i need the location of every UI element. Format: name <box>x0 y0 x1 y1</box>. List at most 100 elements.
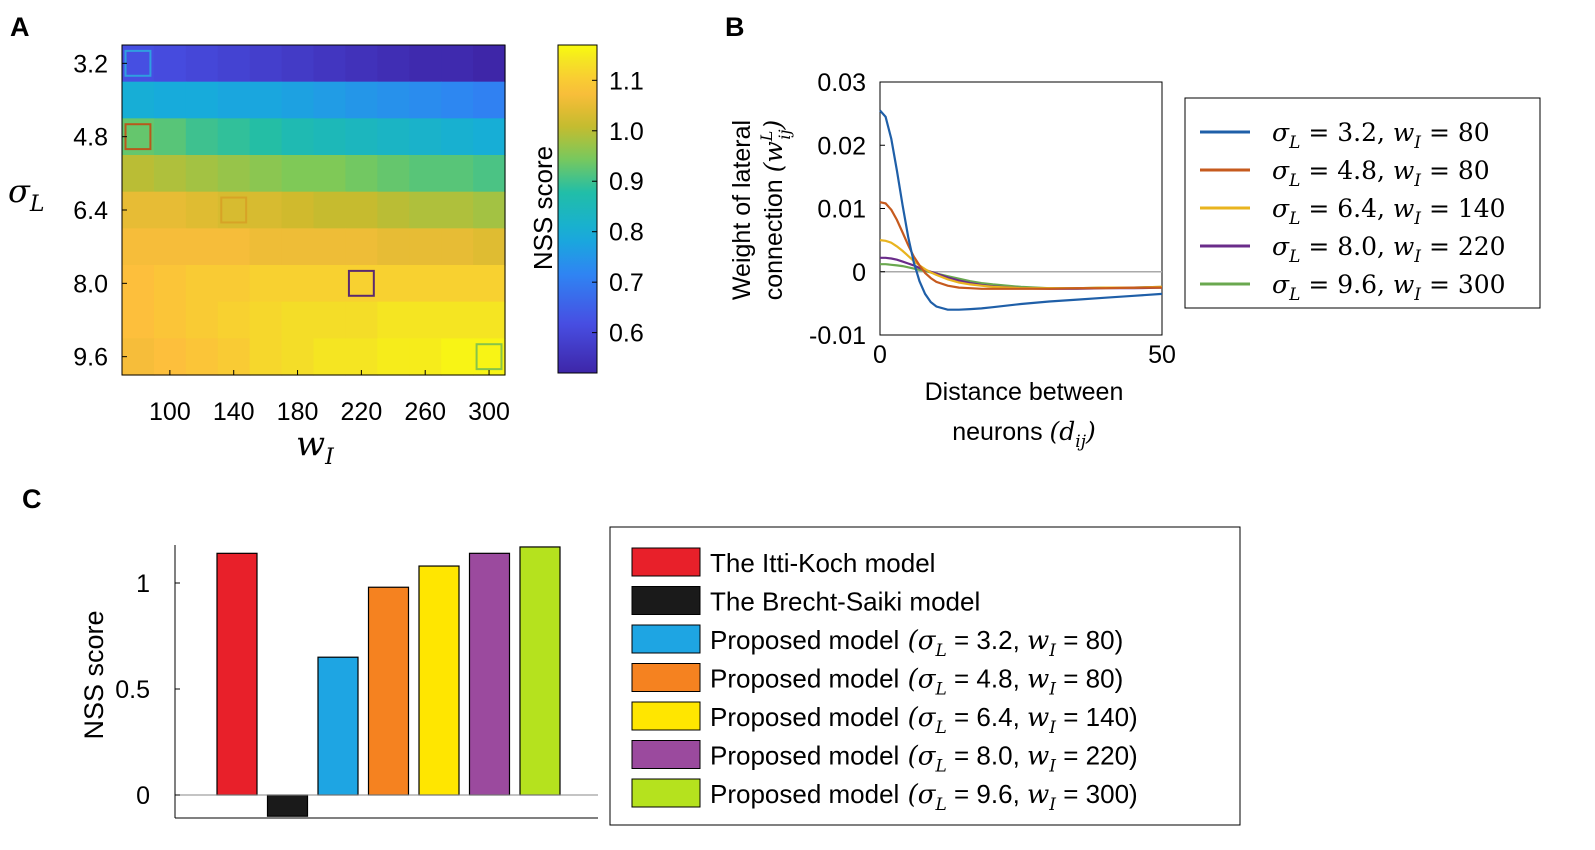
heatmap-cell <box>377 338 410 376</box>
legend-label: Proposed model (σL = 8.0, wI = 220) <box>710 741 1138 777</box>
bar <box>367 586 410 796</box>
line-chart-y-tick-label: 0 <box>852 259 866 287</box>
bar-chart-y-tick-label: 1 <box>136 570 150 598</box>
heatmap-x-tick-label: 220 <box>341 398 383 426</box>
heatmap-cell <box>122 155 155 193</box>
heatmap-cells <box>122 45 506 376</box>
heatmap-cell <box>153 81 187 119</box>
heatmap-cell <box>122 81 155 119</box>
heatmap-cell <box>249 45 283 83</box>
colorbar-label: NSS score <box>528 146 558 270</box>
line-series <box>879 109 1163 311</box>
heatmap-cell <box>217 45 251 83</box>
heatmap-cell <box>409 338 442 376</box>
heatmap-cell <box>409 81 442 119</box>
heatmap-cell <box>345 45 378 83</box>
heatmap-cell <box>313 228 347 266</box>
line-chart-x-label-line2: neurons (dij) <box>952 417 1096 452</box>
heatmap-cell <box>441 81 474 119</box>
heatmap-cell <box>377 265 410 303</box>
heatmap-cell <box>185 228 219 266</box>
colorbar <box>557 44 598 374</box>
heatmap-cell <box>409 228 442 266</box>
line-series <box>879 201 1162 290</box>
heatmap-cell <box>377 228 410 266</box>
heatmap-cell <box>409 45 442 83</box>
line-chart-x-ticks: 0 50 <box>873 330 1176 369</box>
legend-label: σL = 4.8, wI = 80 <box>1272 156 1490 191</box>
line-chart-y-label-line2: connection (wLij) <box>757 120 794 301</box>
legend-label: σL = 3.2, wI = 80 <box>1272 118 1490 153</box>
heatmap-cell <box>345 191 378 229</box>
heatmap-cell <box>409 265 442 303</box>
heatmap-cell <box>217 81 251 119</box>
bar <box>317 656 359 796</box>
bar <box>519 546 561 796</box>
heatmap-cell <box>441 228 474 266</box>
heatmap-cell <box>281 228 315 266</box>
line-chart-x-label-line1: Distance between <box>925 378 1124 406</box>
legend-label: σL = 9.6, wI = 300 <box>1272 270 1506 305</box>
heatmap-cell <box>185 118 219 156</box>
colorbar-ticks: 0.6 0.7 0.8 0.9 1.0 1.1 <box>592 67 644 348</box>
bar-chart-legend-entries: The Itti-Koch model The Brecht-Saiki mode… <box>631 547 1138 815</box>
colorbar-tick-label: 0.7 <box>609 269 644 297</box>
heatmap-x-tick-label: 260 <box>404 398 446 426</box>
heatmap-highlight-box <box>475 343 503 371</box>
heatmap-cell <box>249 265 283 303</box>
heatmap-cell <box>153 155 187 193</box>
heatmap-y-tick-label: 6.4 <box>73 197 108 225</box>
heatmap-cell <box>249 301 283 339</box>
legend-label: σL = 6.4, wI = 140 <box>1272 194 1506 229</box>
heatmap-cell <box>185 338 219 376</box>
heatmap-cell <box>122 228 155 266</box>
panel-label-a: A <box>10 12 30 42</box>
line-series <box>879 239 1163 290</box>
heatmap-cell <box>409 155 442 193</box>
legend-bar-swatch <box>631 663 701 692</box>
heatmap-y-tick-label: 8.0 <box>73 270 108 298</box>
heatmap-cell <box>122 338 155 376</box>
heatmap-x-tick-label: 100 <box>149 398 191 426</box>
line-chart-y-tick-label: 0.03 <box>817 69 866 97</box>
heatmap-cell <box>313 118 347 156</box>
heatmap-cell <box>441 191 474 229</box>
heatmap-cell <box>281 191 315 229</box>
bar <box>468 552 511 796</box>
heatmap-cell <box>473 155 506 193</box>
heatmap-cell <box>377 155 410 193</box>
heatmap-cell <box>249 338 283 376</box>
heatmap-cell <box>122 265 155 303</box>
legend-label: The Brecht-Saiki model <box>710 587 980 617</box>
heatmap-cell <box>249 81 283 119</box>
heatmap-cell <box>441 301 474 339</box>
colorbar-tick-label: 0.8 <box>609 219 644 247</box>
line-series <box>880 256 1163 290</box>
heatmap-cell <box>153 265 187 303</box>
bar <box>266 794 309 817</box>
line-chart-y-ticks: -0.01 0 0.01 0.02 0.03 <box>809 69 885 350</box>
heatmap-cell <box>185 191 219 229</box>
heatmap-x-axis-label: wI <box>296 424 335 470</box>
heatmap-cell <box>441 118 474 156</box>
heatmap-cell <box>185 265 219 303</box>
heatmap-cell <box>313 191 347 229</box>
heatmap-cell <box>217 155 251 193</box>
heatmap-y-tick-label: 4.8 <box>73 124 108 152</box>
colorbar-tick-label: 1.0 <box>609 118 644 146</box>
bar <box>216 552 258 796</box>
heatmap-highlight-box <box>220 196 248 224</box>
heatmap-cell <box>345 155 378 193</box>
heatmap-cell <box>281 81 315 119</box>
line-chart-x-tick-label: 0 <box>873 341 887 369</box>
heatmap-cell <box>153 301 187 339</box>
legend-label: The Itti-Koch model <box>710 548 935 578</box>
heatmap-cell <box>217 265 251 303</box>
bar-chart-bars <box>216 546 561 817</box>
heatmap-cell <box>377 301 410 339</box>
heatmap-cell <box>409 301 442 339</box>
heatmap-cell <box>153 118 187 156</box>
